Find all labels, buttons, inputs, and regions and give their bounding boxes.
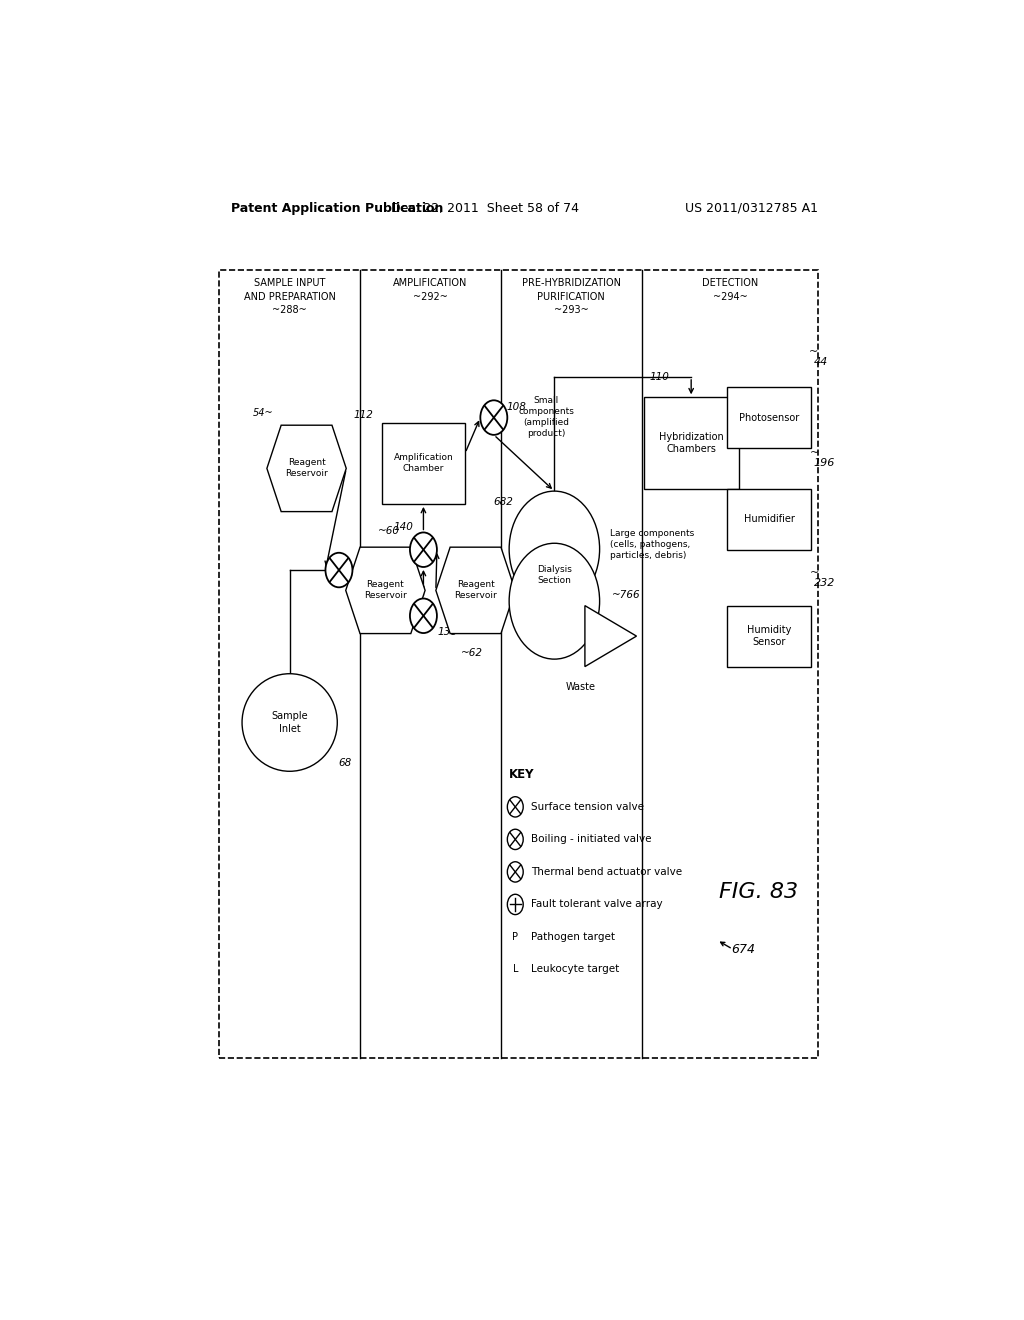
Bar	[219, 271, 818, 1057]
Text: 110: 110	[649, 372, 670, 381]
Text: 108: 108	[506, 403, 526, 412]
Circle shape	[509, 491, 600, 607]
Text: Thermal bend actuator valve: Thermal bend actuator valve	[531, 867, 682, 876]
Circle shape	[507, 862, 523, 882]
Text: PRE-HYBRIDIZATION
PURIFICATION
~293~: PRE-HYBRIDIZATION PURIFICATION ~293~	[522, 279, 621, 314]
Text: 674: 674	[731, 942, 755, 956]
Text: Dialysis
Section: Dialysis Section	[537, 565, 571, 585]
Text: 68: 68	[339, 758, 352, 768]
Text: ~: ~	[810, 568, 819, 578]
Text: 112: 112	[354, 409, 374, 420]
Circle shape	[326, 553, 352, 587]
Bar	[727, 387, 811, 447]
Text: ~62: ~62	[461, 648, 482, 659]
Circle shape	[480, 400, 507, 434]
Text: L: L	[513, 965, 518, 974]
Text: 196: 196	[814, 458, 836, 469]
Text: KEY: KEY	[509, 768, 535, 781]
Text: US 2011/0312785 A1: US 2011/0312785 A1	[685, 202, 818, 215]
Text: Sample
Inlet: Sample Inlet	[271, 711, 308, 734]
Text: ~: ~	[809, 347, 818, 356]
Text: Patent Application Publication: Patent Application Publication	[231, 202, 443, 215]
Text: ~766: ~766	[612, 590, 641, 601]
Polygon shape	[585, 606, 637, 667]
Bar	[643, 397, 738, 488]
Polygon shape	[346, 548, 425, 634]
Text: Small
components
(amplified
product): Small components (amplified product)	[518, 396, 574, 438]
Text: 54~: 54~	[253, 408, 273, 417]
Text: 44: 44	[813, 356, 827, 367]
Circle shape	[507, 829, 523, 850]
Text: Pathogen target: Pathogen target	[531, 932, 615, 942]
Ellipse shape	[242, 673, 337, 771]
Circle shape	[507, 894, 523, 915]
Bar	[727, 488, 811, 549]
Text: P: P	[512, 932, 518, 942]
Circle shape	[410, 532, 437, 568]
Text: 232: 232	[814, 578, 836, 589]
Circle shape	[509, 544, 600, 659]
Text: ~60: ~60	[379, 527, 400, 536]
Text: Humidity
Sensor: Humidity Sensor	[746, 624, 792, 647]
Text: Humidifier: Humidifier	[743, 515, 795, 524]
Text: 682: 682	[493, 496, 513, 507]
Text: SAMPLE INPUT
AND PREPARATION
~288~: SAMPLE INPUT AND PREPARATION ~288~	[244, 279, 336, 314]
Text: Fault tolerant valve array: Fault tolerant valve array	[531, 899, 663, 909]
Text: Leukocyte target: Leukocyte target	[531, 965, 620, 974]
Text: Photosensor: Photosensor	[738, 413, 799, 422]
Text: Reagent
Reservoir: Reagent Reservoir	[455, 581, 497, 601]
Text: 138: 138	[437, 627, 457, 638]
Bar	[382, 422, 465, 504]
Text: Hybridization
Chambers: Hybridization Chambers	[658, 432, 724, 454]
Text: Boiling - initiated valve: Boiling - initiated valve	[531, 834, 651, 845]
Polygon shape	[267, 425, 346, 512]
Text: Dec. 22, 2011  Sheet 58 of 74: Dec. 22, 2011 Sheet 58 of 74	[391, 202, 580, 215]
Text: AMPLIFICATION
~292~: AMPLIFICATION ~292~	[393, 279, 468, 301]
Polygon shape	[436, 548, 515, 634]
Bar	[727, 606, 811, 667]
Text: Reagent
Reservoir: Reagent Reservoir	[365, 581, 407, 601]
Text: DETECTION
~294~: DETECTION ~294~	[701, 279, 758, 301]
Text: Waste: Waste	[565, 682, 596, 692]
Text: 118: 118	[349, 583, 369, 593]
Text: Large components
(cells, pathogens,
particles, debris): Large components (cells, pathogens, part…	[610, 529, 694, 560]
Text: Amplification
Chamber: Amplification Chamber	[393, 453, 454, 474]
Text: ~: ~	[810, 449, 819, 458]
Text: Surface tension valve: Surface tension valve	[531, 801, 644, 812]
Circle shape	[507, 797, 523, 817]
Text: FIG. 83: FIG. 83	[719, 882, 799, 903]
Text: Reagent
Reservoir: Reagent Reservoir	[286, 458, 328, 478]
Circle shape	[410, 598, 437, 634]
Text: 140: 140	[393, 523, 414, 532]
